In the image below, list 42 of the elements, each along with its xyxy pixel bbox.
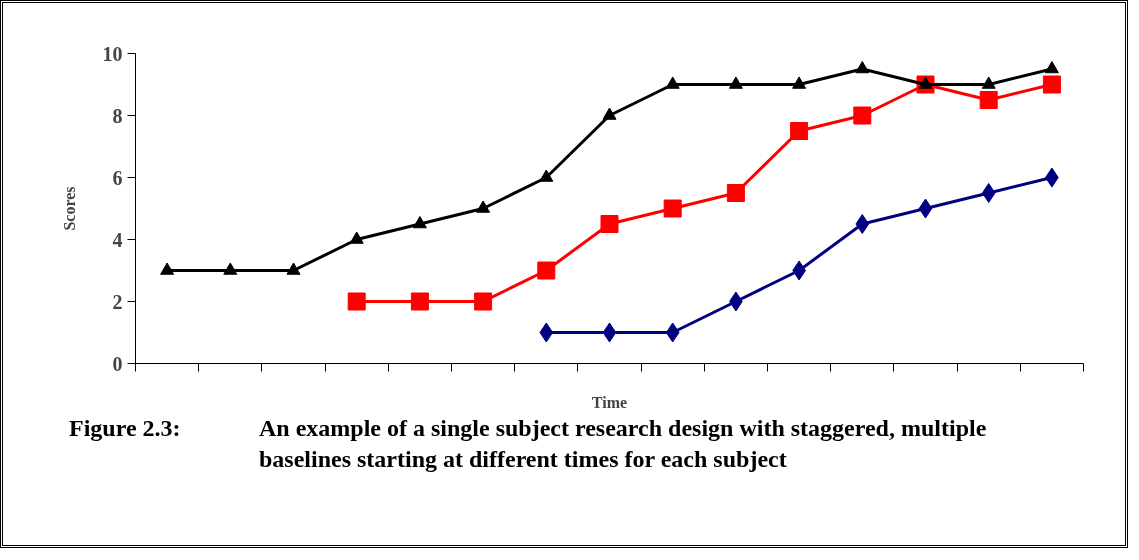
point <box>349 231 364 244</box>
y-tick-label: 4 <box>112 228 123 251</box>
point <box>537 261 556 280</box>
point <box>726 184 745 202</box>
point <box>160 262 175 275</box>
point <box>918 198 933 219</box>
caption: Figure 2.3: <box>69 414 182 443</box>
point <box>855 60 870 74</box>
point <box>792 76 807 89</box>
point <box>981 183 996 203</box>
point <box>602 322 617 343</box>
point <box>918 76 933 89</box>
point <box>665 76 680 89</box>
point <box>728 76 743 89</box>
point <box>1042 75 1061 94</box>
point <box>347 292 366 311</box>
point <box>855 214 870 234</box>
point <box>600 215 619 233</box>
text: An example of a single subject research design with staggered, multiple baselines starting at different times for each subject <box>259 414 988 475</box>
point <box>474 292 493 311</box>
point <box>412 215 427 229</box>
y-axis-title: Scores <box>60 186 78 231</box>
point <box>853 106 872 125</box>
point <box>539 169 554 182</box>
x-axis-title: Time <box>591 393 628 411</box>
y-tick-label: 2 <box>112 290 123 313</box>
point <box>665 322 680 343</box>
y-tick-label: 8 <box>112 104 123 127</box>
point <box>286 262 301 275</box>
point <box>981 76 996 89</box>
y-tick-label: 0 <box>112 352 123 375</box>
point <box>410 292 429 311</box>
y-tick-label: 6 <box>112 166 123 189</box>
point <box>663 199 682 218</box>
y-tick-label: 10 <box>102 42 123 65</box>
point <box>602 107 617 120</box>
point <box>476 200 491 213</box>
point <box>539 322 554 343</box>
point <box>790 122 809 140</box>
point <box>1044 60 1059 74</box>
point <box>223 262 238 275</box>
point <box>979 91 998 109</box>
